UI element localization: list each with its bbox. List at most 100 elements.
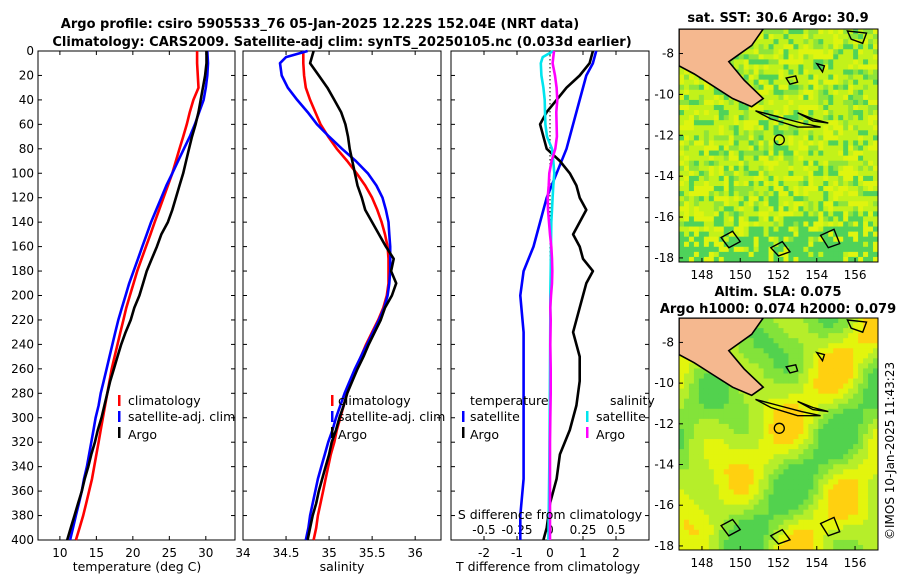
map-cell — [793, 165, 799, 172]
map-cell — [853, 434, 859, 440]
map-cell — [813, 333, 819, 339]
map-cell — [698, 474, 705, 480]
map-cell — [743, 150, 750, 157]
map-cell — [703, 196, 710, 202]
map-cell — [793, 241, 799, 248]
map-cell — [813, 519, 819, 526]
map-cell — [733, 201, 740, 207]
map-cell — [853, 348, 859, 354]
map-cell — [783, 145, 789, 151]
map-cell — [803, 175, 809, 182]
map-cell — [693, 423, 700, 430]
map-cell — [803, 145, 809, 151]
map-cell — [748, 79, 755, 86]
map-cell — [843, 529, 849, 536]
map-cell — [798, 504, 804, 511]
map-cell — [793, 216, 799, 222]
map-cell — [868, 434, 874, 440]
map-cell — [863, 519, 869, 526]
map-cell — [813, 196, 819, 202]
map-cell — [698, 241, 705, 248]
map-cell — [858, 499, 864, 506]
map-cell — [843, 104, 849, 111]
map-cell — [863, 251, 869, 258]
map-cell — [858, 358, 864, 364]
map-cell — [848, 74, 854, 81]
map-cell — [708, 221, 715, 227]
map-cell — [833, 84, 839, 91]
map-cell — [823, 135, 829, 141]
map-cell — [838, 251, 844, 258]
map-cell — [788, 170, 794, 177]
map-cell — [868, 323, 874, 329]
map-cell — [753, 423, 760, 430]
map-cell — [828, 39, 834, 45]
map-cell — [808, 494, 814, 500]
map-cell — [873, 256, 878, 262]
map-cell — [873, 155, 878, 162]
map-cell — [768, 216, 774, 222]
map-cell — [768, 84, 774, 91]
map-cell — [778, 393, 784, 400]
map-cell — [718, 206, 725, 212]
map-cell — [868, 534, 874, 541]
map-cell — [713, 150, 720, 157]
map-cell — [683, 155, 690, 162]
map-cell — [838, 418, 844, 425]
map-cell — [698, 388, 705, 395]
map-cell — [778, 29, 784, 35]
map-cell — [818, 49, 824, 55]
map-cell — [743, 464, 750, 470]
map-cell — [808, 323, 814, 329]
map-cell — [723, 110, 730, 116]
map-cell — [818, 251, 824, 258]
map-cell — [863, 368, 869, 374]
map-cell — [863, 408, 869, 415]
map-cell — [823, 211, 829, 217]
map-cell — [788, 494, 794, 500]
map-cell — [833, 186, 839, 192]
map-cell — [763, 338, 769, 344]
map-cell — [833, 368, 839, 374]
map-cell — [693, 236, 700, 243]
map-cell — [708, 413, 715, 420]
map-cell — [858, 104, 864, 111]
map-cell — [848, 130, 854, 136]
map-cell — [808, 333, 814, 339]
map-cell — [693, 160, 700, 167]
map-cell — [773, 393, 779, 400]
map-cell — [773, 115, 779, 121]
map-cell — [858, 69, 864, 75]
map-cell — [803, 449, 809, 455]
map-cell — [798, 140, 804, 146]
map-cell — [848, 383, 854, 390]
map-cell — [808, 499, 814, 506]
map-cell — [873, 423, 878, 430]
map-cell — [718, 504, 725, 511]
map-cell — [773, 130, 779, 136]
map-cell — [679, 69, 685, 75]
map-cell — [733, 135, 740, 141]
map-cell — [833, 353, 839, 359]
map-cell — [758, 246, 764, 253]
map-cell — [763, 323, 769, 329]
map-cell — [828, 539, 834, 546]
map-cell — [679, 94, 685, 101]
map-cell — [858, 318, 864, 324]
map-cell — [748, 110, 755, 116]
map-cell — [808, 251, 814, 258]
map-cell — [763, 434, 769, 440]
map-cell — [758, 175, 764, 182]
map-cell — [758, 89, 764, 96]
map-cell — [833, 499, 839, 506]
map-cell — [823, 125, 829, 131]
map-cell — [773, 524, 779, 531]
map-cell — [683, 423, 690, 430]
map-cell — [818, 403, 824, 410]
map-cell — [838, 338, 844, 344]
map-cell — [763, 150, 769, 157]
map-cell — [693, 140, 700, 146]
map-cell — [838, 504, 844, 511]
map-cell — [728, 444, 735, 450]
map-cell — [778, 494, 784, 500]
